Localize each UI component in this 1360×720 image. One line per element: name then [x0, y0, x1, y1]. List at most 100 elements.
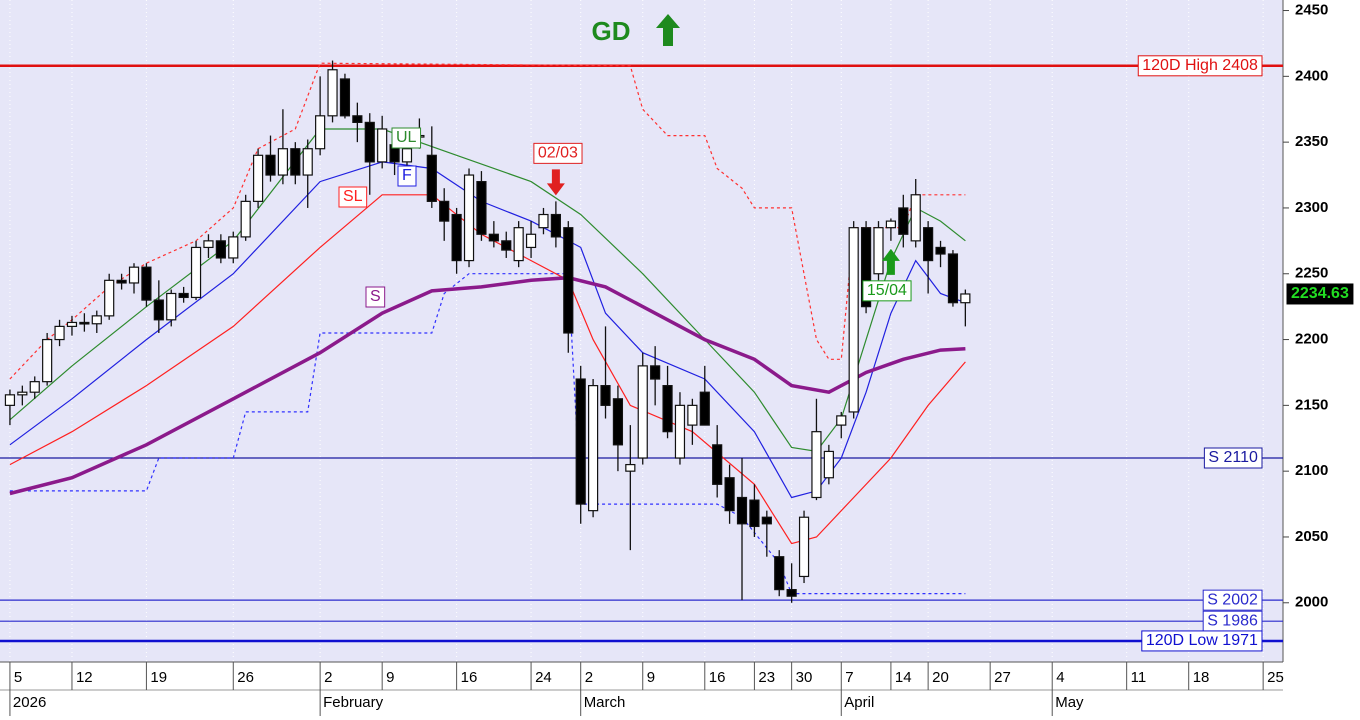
- candles: [4, 60, 971, 603]
- x-tick-label: 14: [895, 669, 912, 686]
- y-axis-panel: [1283, 0, 1360, 720]
- candle-body: [339, 78, 351, 117]
- series-label-box: [397, 165, 417, 187]
- candle-body: [699, 391, 710, 426]
- candle-body: [798, 516, 810, 578]
- candle-body: [265, 154, 276, 176]
- x-tick-label: 2: [324, 669, 332, 686]
- x-tick-label: 27: [994, 669, 1011, 686]
- candle-body: [525, 233, 537, 249]
- candle-body: [625, 463, 636, 472]
- candle-body: [4, 394, 16, 406]
- y-tick-label: 2050: [1295, 528, 1328, 545]
- month-label: March: [584, 694, 626, 711]
- x-tick-label: 9: [386, 669, 394, 686]
- candle-body: [476, 181, 487, 235]
- signal-label: 15/04: [867, 282, 907, 299]
- candle-body: [898, 207, 909, 235]
- candle-body: [712, 444, 723, 485]
- candle-body: [42, 338, 53, 383]
- candle-body: [463, 174, 475, 262]
- level-label: 120D Low 1971: [1146, 632, 1258, 649]
- indicator-line: [9, 194, 966, 545]
- y-tick-label: 2000: [1295, 594, 1328, 611]
- candle-body: [811, 431, 822, 499]
- month-label: April: [844, 694, 874, 711]
- x-tick-label: 9: [647, 669, 655, 686]
- x-tick-label: 7: [845, 669, 853, 686]
- candle-body: [451, 213, 462, 262]
- x-tick-label: 19: [150, 669, 167, 686]
- x-tick-label: 20: [932, 669, 949, 686]
- x-tick-label: 24: [535, 669, 552, 686]
- candle-body: [538, 213, 549, 229]
- series-label-box: [391, 127, 422, 149]
- candle-body: [736, 496, 748, 525]
- candle-body: [79, 321, 90, 325]
- candle-body: [749, 499, 760, 528]
- y-tick-label: 2400: [1295, 67, 1328, 84]
- candle-body: [823, 450, 834, 479]
- x-tick-label: 16: [461, 669, 478, 686]
- candle-body: [439, 200, 450, 222]
- candle-body: [364, 121, 375, 163]
- candle-body: [860, 227, 872, 308]
- last-price-box: [1286, 283, 1354, 305]
- candle-body: [141, 266, 152, 301]
- candle-body: [761, 516, 772, 525]
- candle-body: [277, 148, 289, 176]
- series-label: SL: [343, 188, 363, 205]
- candle-body: [203, 240, 214, 249]
- candle-body: [947, 253, 959, 304]
- candle-body: [29, 381, 40, 393]
- candle-body: [935, 246, 946, 255]
- candle-body: [128, 266, 140, 284]
- signal-label: 02/03: [538, 145, 578, 162]
- candle-body: [377, 128, 388, 163]
- candle-body: [215, 240, 226, 259]
- candle-body: [190, 246, 202, 299]
- candle-body: [600, 385, 611, 406]
- candle-body: [290, 148, 301, 176]
- month-label: May: [1055, 694, 1084, 711]
- candle-body: [637, 365, 648, 459]
- candle-body: [228, 236, 239, 259]
- x-tick-label: 30: [796, 669, 813, 686]
- candle-body: [240, 200, 251, 238]
- candle-body: [550, 213, 561, 238]
- labels: UL F SL S 02/03 15/04: [338, 127, 912, 308]
- candle-body: [252, 154, 264, 202]
- x-tick-label: 5: [14, 669, 22, 686]
- level-label-box: [1202, 589, 1263, 611]
- last-price: 2234.63: [1291, 285, 1349, 302]
- candle-body: [426, 154, 437, 202]
- series-label: UL: [396, 129, 417, 146]
- x-tick-label: 11: [1131, 669, 1147, 686]
- month-label: February: [323, 694, 384, 711]
- candle-body: [774, 556, 785, 591]
- x-tick-label: 18: [1193, 669, 1210, 686]
- candle-body: [327, 69, 338, 117]
- candle-body: [575, 378, 586, 505]
- candle-body: [104, 279, 115, 317]
- y-tick-label: 2200: [1295, 331, 1328, 348]
- level-label: S 2002: [1207, 591, 1258, 608]
- candle-body: [848, 227, 859, 413]
- candle-body: [563, 227, 574, 334]
- candle-body: [650, 365, 661, 380]
- x-tick-label: 4: [1056, 669, 1064, 686]
- candle-body: [501, 240, 512, 251]
- x-tick-label: 2: [585, 669, 593, 686]
- signal-label-box: [533, 142, 583, 164]
- candle-body: [66, 321, 78, 327]
- series-label: F: [402, 167, 412, 184]
- indicator-line: [9, 161, 966, 499]
- x-tick-label: 26: [237, 669, 254, 686]
- candle-body: [401, 148, 413, 163]
- signal-arrow: [546, 169, 565, 196]
- series-label-box: [338, 186, 368, 208]
- candle-body: [687, 404, 698, 426]
- level-label-box: [1203, 447, 1263, 469]
- candle-body: [302, 148, 313, 176]
